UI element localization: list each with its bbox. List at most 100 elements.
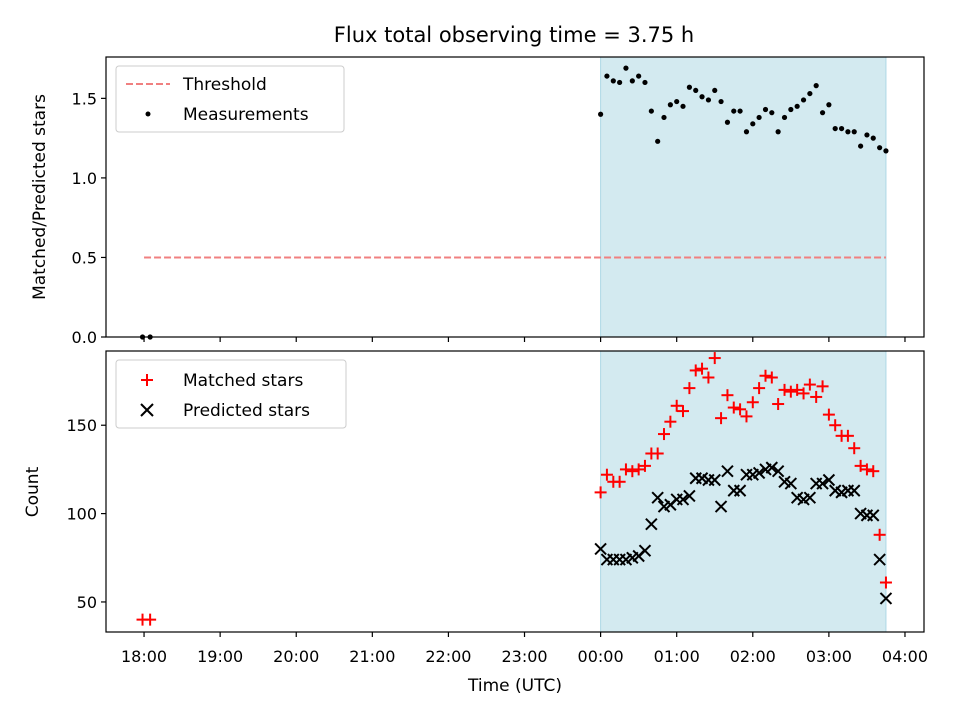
bottom-x-ticks: 18:00 19:00 20:00 21:00 22:00 23:00 00:00 01:00… (121, 632, 928, 666)
measurements-point (623, 65, 629, 71)
matched-stars-point (867, 465, 880, 478)
measurements-point (636, 73, 642, 79)
matched-stars-point (696, 362, 709, 375)
measurements-point (693, 87, 699, 94)
measurements-point (883, 148, 889, 154)
measurements-point (769, 110, 775, 116)
bottom-legend: Matched stars Predicted stars (115, 359, 347, 429)
threshold-legend-label: Threshold (182, 75, 267, 95)
y-tick-label: 50 (77, 593, 97, 612)
measurements-point (674, 98, 680, 105)
predicted-stars-point (822, 473, 836, 487)
measurements-point (743, 129, 750, 135)
measurements-point (686, 84, 693, 90)
measurements-point (712, 87, 718, 94)
y-tick-label: 0.0 (72, 328, 97, 347)
measurements-point (870, 135, 876, 141)
matched-stars-point (772, 398, 785, 411)
x-tick-label: 18:00 (121, 647, 167, 666)
x-axis-label: Time (UTC) (467, 676, 562, 696)
matched-stars-point (873, 528, 886, 541)
matched-stars-point (721, 389, 734, 402)
measurements-point (737, 108, 743, 114)
measurements-point (750, 121, 756, 127)
matched-stars-point (810, 390, 823, 403)
predicted-stars-point (771, 464, 785, 478)
matched-stars-point (144, 613, 157, 626)
x-tick-label: 04:00 (882, 647, 928, 666)
matched-stars-point (664, 415, 677, 428)
measurements-point (705, 97, 712, 103)
measurements-point (718, 98, 724, 105)
matched-stars-point (854, 459, 867, 472)
x-tick-label: 19:00 (197, 647, 243, 666)
matched-stars-point (638, 459, 651, 472)
measurements-point (788, 106, 794, 113)
matched-stars-point (594, 486, 607, 499)
matched-stars-point (740, 410, 753, 423)
matched-stars-point (829, 419, 842, 432)
predicted-stars-point (848, 484, 861, 497)
measurements-point (642, 79, 648, 86)
measurements-point (680, 103, 686, 109)
matched-stars-point (626, 465, 639, 478)
matched-stars-point (860, 463, 873, 476)
y-tick-label: 150 (66, 416, 97, 435)
matched-stars-point (822, 408, 835, 421)
x-tick-label: 22:00 (425, 647, 471, 666)
measurements-point (851, 129, 857, 135)
measurements-point (845, 129, 851, 135)
matched-stars-point (683, 382, 696, 395)
measurements-point (864, 132, 870, 138)
top-x-ticks (143, 337, 906, 342)
predicted-stars-point (816, 477, 829, 490)
bottom-legend-box (115, 359, 347, 429)
predicted-stars-point (708, 473, 721, 487)
measurements-point (661, 114, 667, 121)
predicted-stars-point (867, 509, 880, 522)
matched-stars-point (759, 369, 772, 382)
matched-stars-point (816, 380, 829, 393)
top-legend-box (115, 65, 345, 133)
x-tick-label: 20:00 (273, 647, 319, 666)
measurements-point (838, 125, 845, 132)
matched-stars-point (651, 447, 664, 460)
measurements-point (807, 90, 813, 97)
y-tick-label: 100 (66, 505, 97, 524)
predicted-stars-point (676, 493, 690, 506)
measurements-point (756, 114, 762, 121)
measurements-point (781, 114, 788, 121)
measurements-point (604, 73, 610, 79)
matched-stars-point (619, 463, 632, 476)
predicted-stars-point (733, 484, 747, 497)
measurements-point (598, 111, 604, 117)
y-tick-label: 0.5 (72, 248, 97, 267)
measurements-point (858, 143, 864, 149)
matched-stars-point (715, 412, 728, 425)
x-tick-label: 02:00 (730, 647, 776, 666)
measurements-point (832, 125, 838, 132)
measurements-point (667, 102, 673, 108)
bottom-axes-frame (105, 350, 925, 633)
measurements-point (877, 145, 883, 151)
predicted-legend-label: Predicted stars (183, 401, 310, 421)
measurements-point (819, 110, 826, 116)
matched-stars-point (879, 576, 892, 589)
predicted-stars-point (651, 491, 664, 504)
bottom-y-axis-label: Count (23, 466, 43, 517)
measurements-point (762, 106, 769, 113)
bottom-panel: 50 100 150 18:00 19:00 20:00 21:00 22:00 23:00 0… (23, 350, 928, 666)
matched-stars-point (841, 429, 854, 442)
predicted-stars-point (645, 517, 658, 531)
predicted-stars-point (683, 489, 696, 503)
x-tick-label: 03:00 (806, 647, 852, 666)
measurements-point (813, 83, 819, 89)
measurements-point (826, 102, 832, 108)
top-marks (139, 65, 889, 340)
measurements-point (648, 108, 654, 114)
measurements-point (794, 103, 800, 109)
matched-stars-point (702, 371, 715, 384)
matched-stars-point (689, 364, 702, 377)
top-shaded-region (600, 56, 887, 338)
x-tick-label: 21:00 (349, 647, 395, 666)
